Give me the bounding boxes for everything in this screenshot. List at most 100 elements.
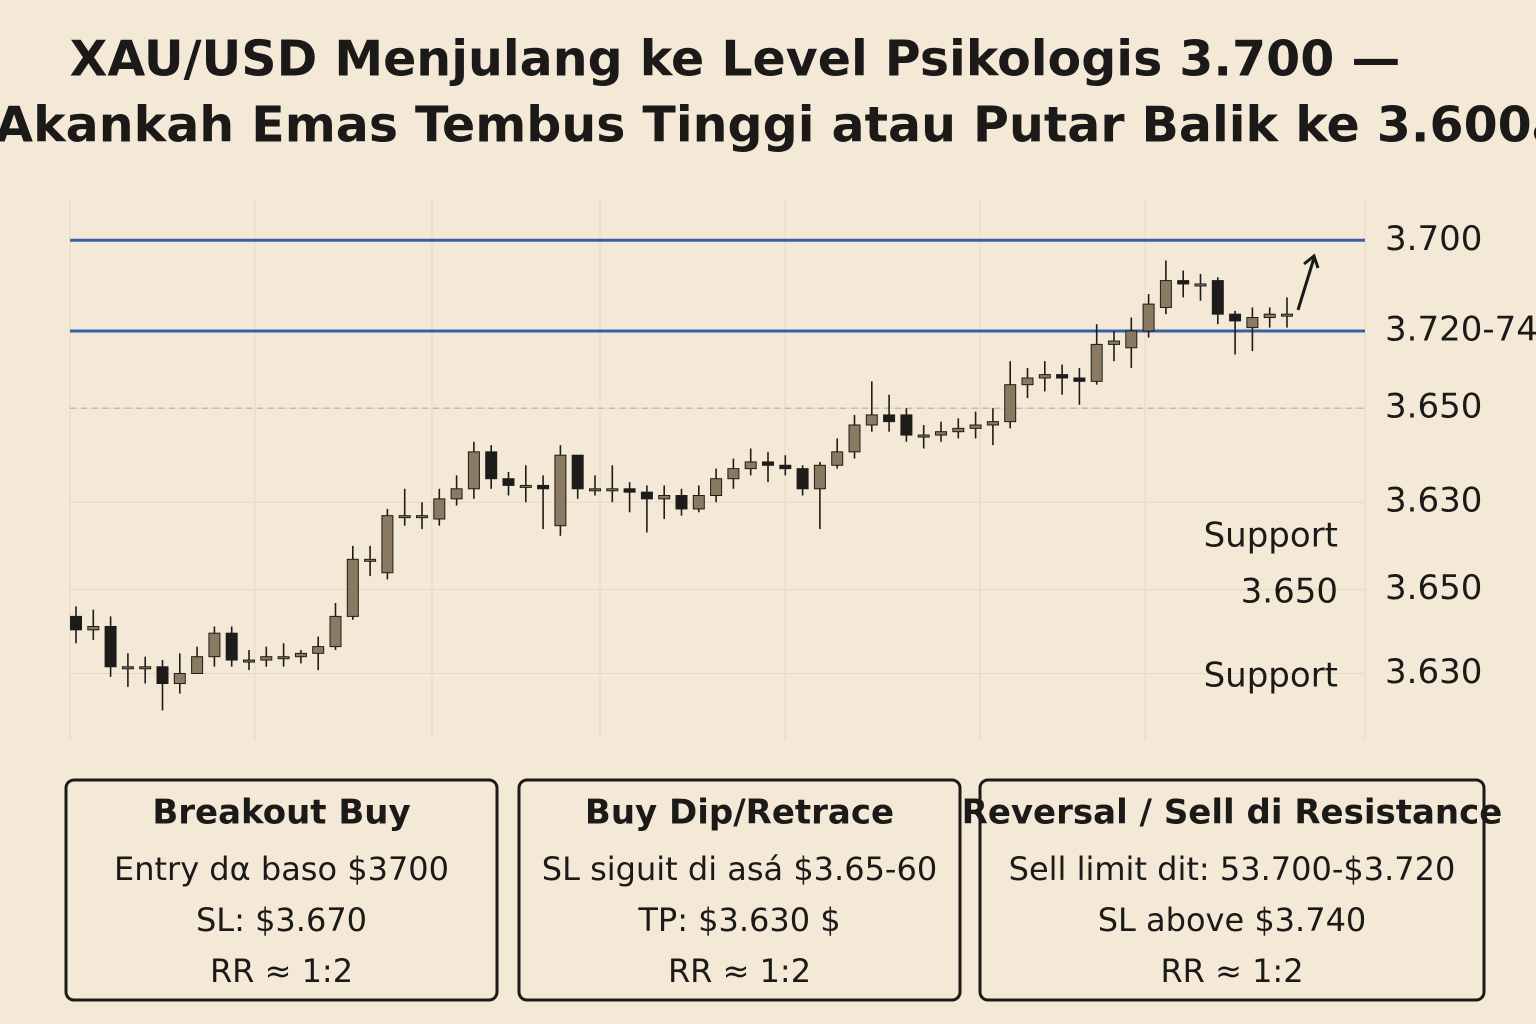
candle-body — [121, 666, 134, 670]
candle-body — [1004, 384, 1017, 423]
candle-body — [294, 652, 307, 658]
candle-body — [935, 431, 947, 436]
cards: Breakout Buy Entry dα baso $3700 SL: $3.67… — [64, 778, 1503, 1002]
candle-body — [1159, 280, 1172, 308]
annotation: Support — [1204, 656, 1338, 696]
candle-body — [191, 656, 204, 674]
candle-body — [744, 461, 757, 470]
annotation: Support — [1204, 516, 1338, 556]
candle-body — [156, 666, 169, 685]
card-line: TP: $3.630 $ — [637, 901, 840, 939]
chart-title: Akankah Emas Tembus Tinggi atau Putar Ba… — [0, 97, 1536, 154]
vertical-grid — [69, 200, 1366, 740]
candle-body — [433, 498, 446, 520]
candle-body — [589, 488, 601, 492]
candle-body — [1229, 313, 1242, 322]
card-line: RR ≈ 1:2 — [668, 952, 811, 990]
candle-body — [208, 632, 221, 658]
candle-body — [416, 515, 428, 519]
candle-body — [883, 414, 896, 423]
candle-body — [1108, 340, 1120, 345]
candle-body — [1246, 317, 1259, 329]
candle-body — [104, 625, 117, 668]
candle-body — [364, 558, 377, 562]
candle-body — [502, 478, 515, 486]
strategy-card — [978, 778, 1486, 1002]
candle-body — [554, 454, 567, 527]
candle-body — [640, 491, 653, 500]
candle-body — [1056, 374, 1069, 379]
candle-body — [658, 495, 671, 500]
y-tick-label: 3.650 — [1385, 387, 1482, 427]
candle-body — [796, 468, 809, 490]
candle-body — [1177, 280, 1190, 285]
candle-body — [727, 468, 740, 480]
candle-body — [467, 451, 480, 490]
strategy-card — [64, 778, 499, 1002]
candle-body — [381, 515, 394, 574]
candle-body — [1073, 377, 1086, 382]
candle-body — [952, 427, 965, 433]
candle-body — [346, 558, 359, 617]
candle-body — [900, 414, 913, 436]
card-line: Entry dα baso $3700 — [114, 850, 449, 888]
card-line: RR ≈ 1:2 — [1160, 952, 1303, 990]
strategy-card — [517, 778, 962, 1002]
card-title: Reversal / Sell di Resistance — [962, 793, 1503, 833]
candle-body — [848, 424, 861, 453]
card-line: SL: $3.670 — [196, 901, 367, 939]
candle-body — [139, 666, 152, 670]
candle-body — [1194, 283, 1207, 287]
y-tick-label: 3.700 — [1385, 219, 1482, 259]
candle-body — [519, 484, 532, 488]
candle-body — [1038, 374, 1051, 379]
y-tick-label: 3.630 — [1385, 481, 1482, 521]
candle-body — [762, 461, 774, 466]
candle-body — [1263, 313, 1276, 319]
arrow-icon — [1296, 253, 1320, 311]
candle-body — [692, 495, 705, 510]
y-tick-label: 3.650 — [1385, 568, 1482, 608]
candle-body — [225, 632, 238, 661]
candle-body — [813, 464, 826, 490]
candle-body — [329, 615, 342, 648]
candle-body — [571, 454, 584, 490]
candle-body — [450, 488, 463, 500]
card-line: SL above $3.740 — [1098, 901, 1367, 939]
candle-body — [87, 625, 100, 631]
candle-body — [398, 515, 411, 519]
candle-body — [537, 484, 550, 490]
candle-body — [243, 659, 255, 663]
candle-body — [1090, 343, 1103, 382]
candle-body — [1281, 313, 1293, 317]
candle-body — [312, 646, 325, 654]
candle-body — [831, 451, 844, 466]
card-title: Buy Dip/Retrace — [585, 793, 894, 833]
candle-body — [606, 488, 619, 492]
candle-body — [623, 488, 636, 493]
annotation: 3.650 — [1241, 572, 1338, 612]
candle-body — [986, 421, 999, 426]
candle-body — [1021, 377, 1034, 386]
candle-body — [70, 615, 82, 631]
y-tick-label: 3.630 — [1385, 652, 1482, 692]
y-tick-label: 3.720-74 — [1385, 309, 1536, 349]
chart-title: XAU/USD Menjulang ke Level Psikologis 3.… — [70, 31, 1401, 88]
candle-body — [779, 464, 792, 470]
candle-body — [1142, 303, 1155, 332]
card-title: Breakout Buy — [152, 793, 410, 833]
candle-body — [710, 478, 723, 497]
candle-body — [1211, 280, 1224, 315]
candle-body — [969, 424, 982, 429]
candle-body — [173, 672, 186, 685]
candle-body — [1125, 330, 1138, 349]
card-line: SL siguit di asá $3.65-60 — [542, 850, 937, 888]
card-line: Sell limit dit: 53.700-$3.720 — [1009, 850, 1456, 888]
card-line: RR ≈ 1:2 — [210, 952, 353, 990]
candle-body — [865, 414, 878, 426]
candle-body — [260, 656, 273, 661]
candle-body — [917, 434, 930, 438]
